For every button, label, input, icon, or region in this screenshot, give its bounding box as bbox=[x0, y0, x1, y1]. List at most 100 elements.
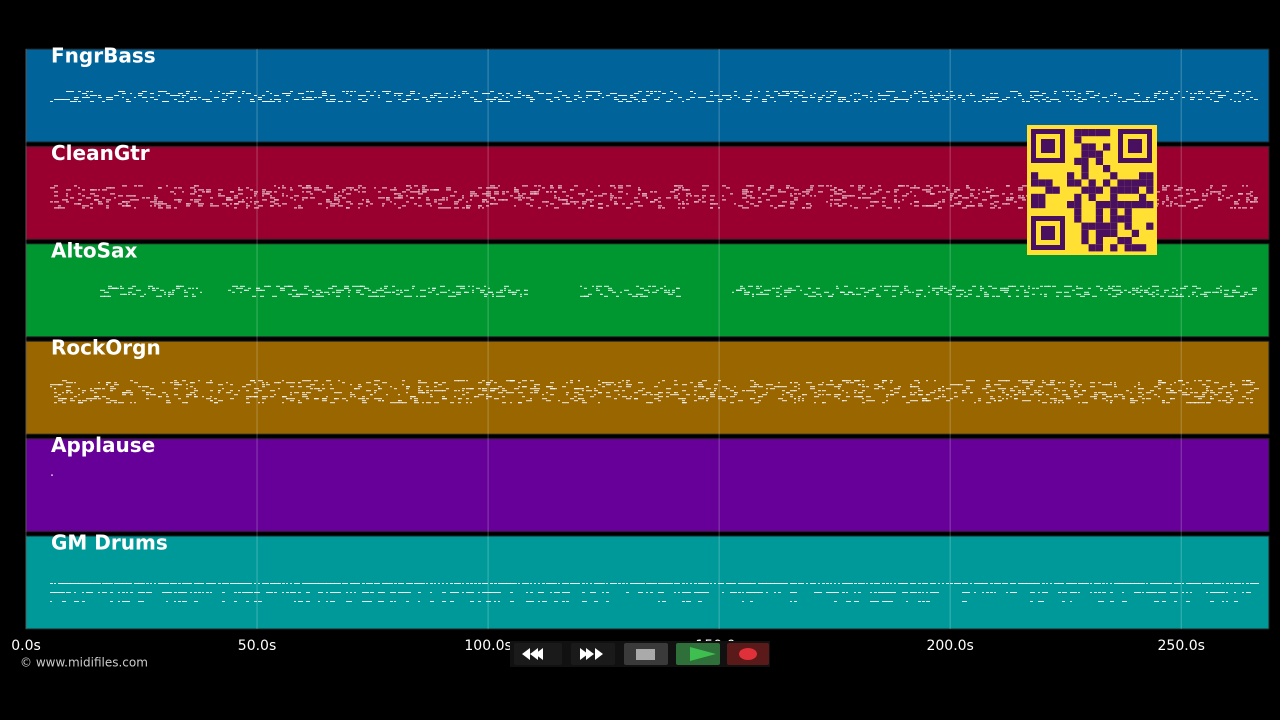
note bbox=[194, 191, 197, 193]
note bbox=[826, 394, 831, 396]
note bbox=[900, 293, 902, 295]
note bbox=[328, 293, 330, 295]
note bbox=[526, 197, 531, 199]
note bbox=[186, 101, 189, 102]
note bbox=[658, 396, 663, 398]
note bbox=[958, 384, 963, 386]
note bbox=[322, 93, 327, 94]
note bbox=[982, 95, 984, 96]
note bbox=[1062, 592, 1067, 593]
note bbox=[828, 295, 833, 297]
note bbox=[170, 592, 172, 593]
note bbox=[82, 205, 86, 207]
note bbox=[794, 601, 797, 602]
note bbox=[914, 392, 917, 394]
note bbox=[640, 293, 643, 295]
note bbox=[1070, 91, 1075, 92]
note bbox=[582, 101, 585, 102]
note bbox=[750, 601, 753, 602]
note bbox=[1154, 394, 1157, 396]
note bbox=[598, 402, 600, 404]
note bbox=[854, 99, 856, 100]
note bbox=[948, 289, 952, 291]
note bbox=[292, 289, 294, 291]
note bbox=[386, 101, 391, 102]
note bbox=[262, 191, 265, 193]
note bbox=[422, 583, 425, 584]
note bbox=[658, 601, 660, 602]
note bbox=[774, 101, 776, 102]
note bbox=[1094, 396, 1097, 398]
note bbox=[380, 295, 385, 297]
note bbox=[1122, 583, 1126, 584]
note bbox=[246, 601, 249, 602]
note bbox=[1090, 386, 1095, 388]
note bbox=[566, 601, 569, 602]
note bbox=[518, 193, 520, 195]
note bbox=[1054, 99, 1059, 100]
note bbox=[158, 95, 160, 96]
note bbox=[1008, 295, 1010, 297]
note bbox=[304, 287, 307, 289]
record-button[interactable] bbox=[727, 643, 769, 665]
note bbox=[778, 95, 782, 96]
note bbox=[922, 400, 927, 402]
note bbox=[106, 187, 111, 189]
note bbox=[986, 402, 991, 404]
note bbox=[1114, 394, 1117, 396]
fast-forward-button[interactable] bbox=[571, 643, 615, 665]
note bbox=[1210, 583, 1213, 584]
note bbox=[726, 396, 728, 398]
note bbox=[918, 592, 921, 593]
note bbox=[194, 583, 199, 584]
note bbox=[834, 386, 839, 388]
note bbox=[1250, 384, 1253, 386]
note bbox=[400, 289, 402, 291]
note bbox=[484, 285, 486, 287]
note bbox=[992, 287, 997, 289]
play-button[interactable] bbox=[676, 643, 720, 665]
note bbox=[386, 583, 390, 584]
note bbox=[770, 205, 773, 207]
note bbox=[446, 388, 449, 390]
note bbox=[752, 293, 754, 295]
note bbox=[558, 592, 560, 593]
note bbox=[758, 189, 760, 191]
note bbox=[358, 207, 360, 209]
note bbox=[106, 201, 109, 203]
note bbox=[1066, 95, 1069, 96]
note bbox=[946, 187, 948, 189]
note bbox=[530, 388, 534, 390]
note bbox=[714, 390, 716, 392]
note bbox=[424, 295, 426, 297]
note bbox=[672, 291, 675, 293]
rewind-button[interactable] bbox=[514, 643, 562, 665]
note bbox=[1226, 402, 1231, 404]
note bbox=[338, 201, 340, 203]
note bbox=[882, 201, 885, 203]
note bbox=[1172, 295, 1177, 297]
note bbox=[874, 592, 877, 593]
note bbox=[434, 93, 438, 94]
note bbox=[270, 205, 274, 207]
note bbox=[358, 388, 360, 390]
note bbox=[334, 193, 337, 195]
note bbox=[1170, 203, 1172, 205]
note bbox=[626, 185, 631, 187]
note bbox=[174, 193, 176, 195]
note bbox=[1226, 396, 1230, 398]
note bbox=[690, 97, 695, 98]
note bbox=[128, 293, 130, 295]
note bbox=[280, 289, 285, 291]
note bbox=[974, 583, 978, 584]
note bbox=[758, 400, 761, 402]
note bbox=[290, 592, 295, 593]
tick-label: 100.0s bbox=[464, 638, 511, 654]
stop-button[interactable] bbox=[624, 643, 668, 665]
note bbox=[90, 95, 94, 96]
note bbox=[930, 205, 935, 207]
note bbox=[1192, 291, 1196, 293]
note bbox=[1206, 193, 1208, 195]
note bbox=[674, 197, 678, 199]
note bbox=[202, 99, 207, 100]
